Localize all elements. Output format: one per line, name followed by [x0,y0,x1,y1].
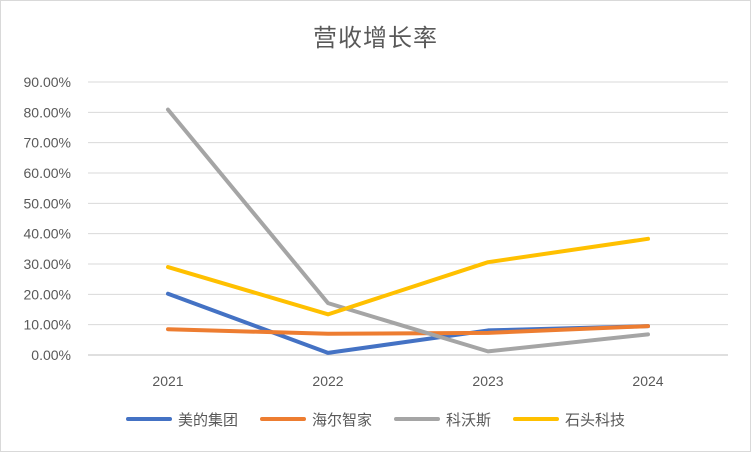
legend-swatch [394,417,440,421]
gridlines [88,81,728,356]
y-tick-label: 20.00% [24,286,71,302]
x-tick-label: 2024 [632,373,663,389]
legend-item: 海尔智家 [259,409,372,430]
chart-title: 营收增长率 [313,24,438,52]
y-tick-label: 90.00% [24,74,71,90]
legend-item: 石头科技 [513,409,625,430]
legend-swatch [513,417,560,421]
y-tick-label: 0.00% [31,347,71,363]
legend-label: 科沃斯 [446,410,492,429]
x-tick-label: 2022 [312,373,343,389]
x-axis-ticks: 2021 2022 2023 2024 [152,373,663,389]
y-tick-label: 10.00% [24,317,71,333]
y-tick-label: 40.00% [24,226,71,242]
y-tick-label: 60.00% [24,165,71,181]
legend-swatch [259,417,306,421]
y-tick-label: 50.00% [24,195,71,211]
series-line-2 [166,107,650,354]
y-tick-label: 80.00% [24,104,71,120]
y-tick-label: 70.00% [24,135,71,151]
legend-swatch [125,417,172,421]
legend-label: 石头科技 [565,410,626,429]
legend: 美的集团 海尔智家 科沃斯 石头科技 [0,404,751,434]
x-tick-label: 2021 [152,373,183,389]
x-tick-label: 2023 [472,373,503,389]
legend-label: 海尔智家 [311,410,372,429]
y-axis-ticks: 0.00% 10.00% 20.00% 30.00% 40.00% 50.00% 60.00… [24,74,71,363]
series-lines [166,107,650,355]
series-line-3 [166,236,650,317]
series-line-1 [166,324,650,336]
legend-item: 科沃斯 [394,409,491,430]
legend-item: 美的集团 [125,409,238,430]
legend-label: 美的集团 [177,410,238,429]
y-tick-label: 30.00% [24,256,71,272]
